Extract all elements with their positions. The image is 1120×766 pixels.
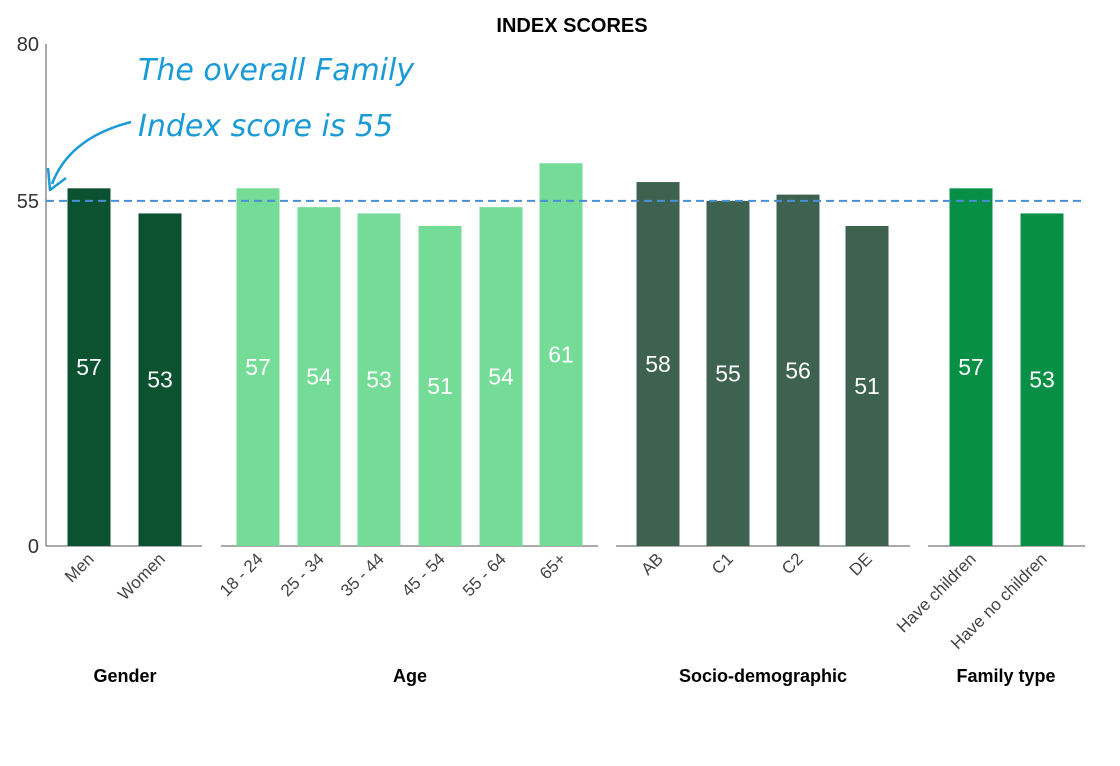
value-label-have-no-children: 53 [1029, 367, 1055, 393]
bar-65- [539, 163, 583, 546]
value-label-25-34: 54 [306, 364, 332, 390]
value-label-have-children: 57 [958, 354, 984, 380]
y-tick-0: 0 [28, 536, 39, 558]
bars [67, 163, 1064, 547]
x-tick-labels: Men Women 18 - 24 25 - 34 35 - 44 45 - 54 55 -… [61, 549, 1051, 653]
x-tick-65-: 65+ [536, 549, 570, 583]
value-label-c2: 56 [785, 357, 811, 383]
x-tick-25-34: 25 - 34 [277, 549, 328, 600]
value-label-35-44: 53 [366, 367, 392, 393]
value-label-ab: 58 [645, 351, 671, 377]
x-tick-ab: AB [637, 549, 666, 578]
x-tick-35-44: 35 - 44 [337, 549, 388, 600]
x-tick-18-24: 18 - 24 [216, 549, 267, 600]
value-label-55-64: 54 [488, 364, 514, 390]
group-label-family-type: Family type [956, 666, 1055, 686]
value-label-18-24: 57 [245, 354, 271, 380]
value-label-45-54: 51 [427, 373, 453, 399]
value-label-c1: 55 [715, 360, 741, 386]
bar-have-children [949, 188, 993, 546]
bar-25-34 [297, 207, 341, 546]
x-tick-55-64: 55 - 64 [459, 549, 510, 600]
annotation-line-2: Index score is 55 [138, 109, 393, 144]
x-tick-c1: C1 [708, 549, 737, 578]
y-tick-80: 80 [17, 34, 39, 56]
bar-35-44 [357, 213, 401, 547]
y-tick-labels: 0 55 80 [17, 34, 39, 558]
x-tick-women: Women [114, 549, 169, 604]
annotation: The overall Family Index score is 55 [46, 53, 415, 192]
bar-45-54 [418, 225, 462, 546]
bar-ab [636, 182, 680, 547]
group-label-age: Age [393, 666, 427, 686]
value-label-de: 51 [854, 373, 880, 399]
bar-18-24 [236, 188, 280, 546]
group-label-gender: Gender [93, 666, 156, 686]
annotation-line-1: The overall Family [138, 53, 415, 88]
bar-55-64 [479, 207, 523, 546]
value-label-men: 57 [76, 354, 102, 380]
bar-women [138, 213, 182, 547]
x-tick-de: DE [846, 549, 876, 579]
bar-c2 [776, 194, 820, 546]
group-label-socio-demographic: Socio-demographic [679, 666, 847, 686]
x-tick-c2: C2 [778, 549, 807, 578]
x-tick-men: Men [61, 549, 98, 586]
bar-have-no-children [1020, 213, 1064, 547]
x-tick-45-54: 45 - 54 [398, 549, 449, 600]
value-label-65-: 61 [548, 342, 574, 368]
value-label-women: 53 [147, 367, 173, 393]
value-labels: 57 53 57 54 53 51 54 61 58 55 56 51 57 53 [76, 342, 1055, 399]
bar-men [67, 188, 111, 546]
chart-title: INDEX SCORES [496, 15, 647, 37]
y-tick-55: 55 [17, 191, 39, 213]
bar-c1 [706, 200, 750, 546]
group-labels: Gender Age Socio-demographic Family type [93, 666, 1055, 686]
annotation-arrowhead [46, 167, 67, 192]
annotation-arrow [50, 120, 132, 185]
bar-de [845, 225, 889, 546]
